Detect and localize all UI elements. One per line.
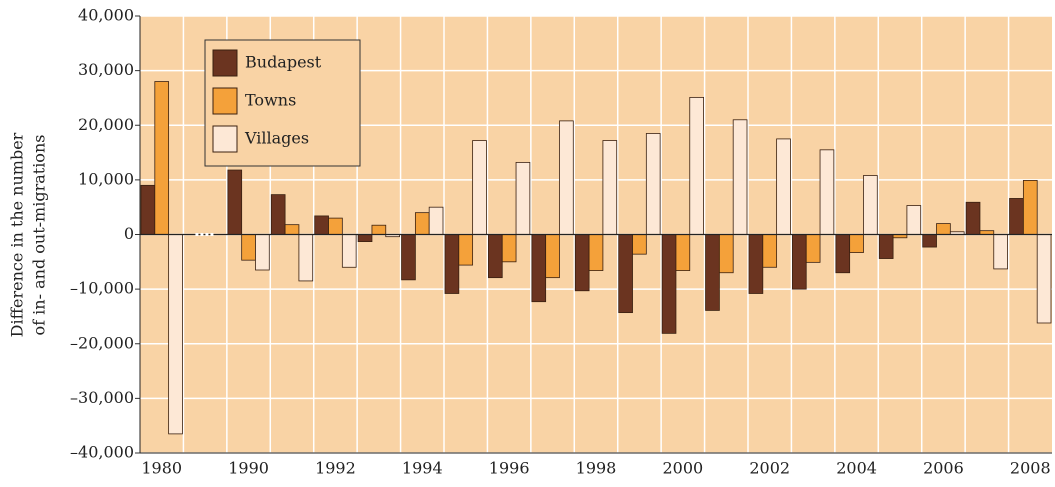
axis-break xyxy=(200,233,204,236)
bar xyxy=(501,234,517,263)
y-tick-label: 20,000 xyxy=(78,115,134,134)
bar xyxy=(458,234,474,266)
bar xyxy=(154,81,170,235)
bar xyxy=(488,234,503,279)
bar xyxy=(371,224,387,235)
y-tick-label: –30,000 xyxy=(70,388,134,407)
legend-swatch xyxy=(212,49,238,77)
bar xyxy=(792,234,807,290)
bar xyxy=(993,234,1008,270)
bar xyxy=(645,133,661,235)
bar xyxy=(805,234,821,263)
bar xyxy=(675,234,691,271)
y-tick-label: –10,000 xyxy=(70,279,134,298)
bar xyxy=(414,212,430,235)
legend-swatch xyxy=(212,87,238,115)
legend-label: Budapest xyxy=(245,53,322,72)
bar xyxy=(863,175,878,235)
x-tick-label: 1996 xyxy=(489,459,530,478)
bar xyxy=(602,140,618,235)
legend-swatch xyxy=(212,125,238,153)
legend: Budapest Towns Villages xyxy=(204,39,361,167)
bar xyxy=(314,215,329,235)
y-tick-label: –40,000 xyxy=(70,443,134,462)
bar xyxy=(718,234,734,274)
y-axis-label: Difference in the number xyxy=(8,132,27,337)
bar xyxy=(835,234,851,274)
x-tick-label: 1998 xyxy=(576,459,617,478)
bar xyxy=(284,224,300,235)
y-tick-label: –20,000 xyxy=(70,333,134,352)
bar xyxy=(936,223,951,235)
axis-break xyxy=(210,233,214,236)
bar xyxy=(168,234,183,435)
axis-break xyxy=(205,233,209,236)
x-tick-label: 1990 xyxy=(228,459,269,478)
x-tick-label: 2006 xyxy=(923,459,964,478)
bar xyxy=(357,234,373,243)
x-tick-label: 1992 xyxy=(315,459,356,478)
axis-break xyxy=(195,233,199,236)
bar xyxy=(1009,198,1024,235)
bar xyxy=(545,234,560,279)
bar xyxy=(298,234,314,282)
bar xyxy=(428,206,444,235)
bar xyxy=(906,205,922,235)
bar xyxy=(255,234,270,271)
bar xyxy=(732,119,748,235)
x-tick-label: 2000 xyxy=(662,459,703,478)
bar xyxy=(472,140,487,235)
bar xyxy=(574,234,590,292)
legend-label: Villages xyxy=(244,129,309,148)
y-axis-label: of in- and out-migrations xyxy=(30,135,49,336)
bar xyxy=(444,234,460,294)
x-tick-label: 1980 xyxy=(141,459,182,478)
y-tick-label: 0 xyxy=(124,224,134,243)
bar xyxy=(878,234,894,259)
bar xyxy=(328,217,343,235)
bar xyxy=(241,234,256,261)
bar xyxy=(559,120,574,235)
bar xyxy=(1036,234,1052,324)
bar xyxy=(618,234,633,314)
y-tick-label: 40,000 xyxy=(78,6,134,25)
bar xyxy=(689,96,704,235)
bar xyxy=(270,194,286,235)
bar xyxy=(922,234,937,248)
bar xyxy=(588,234,604,271)
legend-label: Towns xyxy=(245,91,296,110)
bar xyxy=(748,234,764,294)
x-tick-label: 1994 xyxy=(402,459,443,478)
bar xyxy=(965,201,981,235)
bar xyxy=(632,234,647,255)
bar xyxy=(762,234,778,268)
bar xyxy=(1022,180,1038,235)
x-tick-label: 2002 xyxy=(749,459,790,478)
bar xyxy=(531,234,547,303)
bar xyxy=(515,161,531,235)
bar xyxy=(819,149,835,235)
bar xyxy=(776,138,791,235)
bar xyxy=(341,234,357,268)
y-tick-label: 30,000 xyxy=(78,60,134,79)
bar xyxy=(401,234,416,281)
x-tick-label: 2004 xyxy=(836,459,877,478)
bar xyxy=(705,234,720,311)
bar xyxy=(140,184,156,235)
bar xyxy=(661,234,677,334)
bar xyxy=(849,234,864,253)
x-tick-label: 2008 xyxy=(1010,459,1051,478)
bar xyxy=(227,169,243,235)
y-tick-label: 10,000 xyxy=(78,169,134,188)
